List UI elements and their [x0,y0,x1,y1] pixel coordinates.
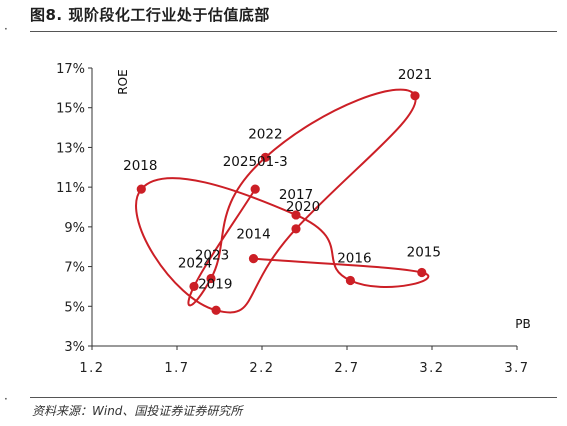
point-202501-3 [250,184,260,194]
point-label-2017: 2017 [279,187,313,203]
point-label-2019: 2019 [198,276,232,292]
y-tick-label: 7% [64,261,85,276]
source-note: 资料来源：Wind、国投证券证券研究所 [32,404,243,418]
y-tick-label: 11% [56,181,85,196]
y-tick-label: 17% [56,62,85,77]
point-label-2015: 2015 [407,245,441,261]
y-axis-label: ROE [116,69,130,94]
y-tick-label: 13% [56,141,85,156]
point-2024 [189,281,199,292]
roe-pb-chart: 3% 5% 7% 9% 11% 13% 15% 17% 1.2 1.7 2.2 2.7 3.2 3.7 2… [56,62,531,376]
x-tick-label: 2.2 [249,361,274,376]
point-label-2014: 2014 [236,227,270,243]
point-2020 [291,224,301,234]
y-tick-label: 15% [56,102,85,117]
point-2015 [417,267,427,278]
point-label-2016: 2016 [337,250,371,266]
points-layer [136,91,427,315]
point-label-2018: 2018 [123,158,157,174]
y-tick-label: 3% [64,340,85,355]
point-label-202501-3: 202501-3 [223,154,288,170]
figure-title: 图8. 现阶段化工行业处于估值底部 [30,6,270,24]
point-2014 [248,254,259,264]
x-tick-label: 3.7 [504,361,529,376]
x-tick-label: 3.2 [419,361,444,376]
point-label-2023: 2023 [195,247,229,263]
margin-dot: · [4,22,8,36]
point-2017 [291,210,301,220]
x-tick-label: 1.2 [79,361,104,376]
axes: 3% 5% 7% 9% 11% 13% 15% 17% 1.2 1.7 2.2 2.7 3.2 3.7 [56,62,529,376]
point-2021 [410,91,420,101]
x-tick-label: 2.7 [334,361,359,376]
y-tick-label: 9% [64,221,85,236]
point-label-2020: 2020 [286,199,320,215]
x-axis-label: PB [515,317,530,331]
point-label-2024: 2024 [178,255,212,271]
margin-dot: · [4,392,8,406]
point-2018 [136,184,146,194]
x-tick-label: 1.7 [164,361,189,376]
point-2019 [211,305,221,315]
y-tick-label: 5% [64,300,85,315]
bottom-rule [30,397,557,398]
point-2023 [206,273,216,284]
top-rule [30,31,557,32]
point-label-2021: 2021 [398,67,432,83]
point-labels-layer: 2014 2015 2016 2017 2018 2019 2020 2021 2022 2023… [123,67,441,292]
point-2016 [345,275,355,286]
trajectory-line [135,88,430,314]
series-line [135,88,430,314]
point-label-2022: 2022 [248,126,282,142]
point-2022 [260,152,270,162]
